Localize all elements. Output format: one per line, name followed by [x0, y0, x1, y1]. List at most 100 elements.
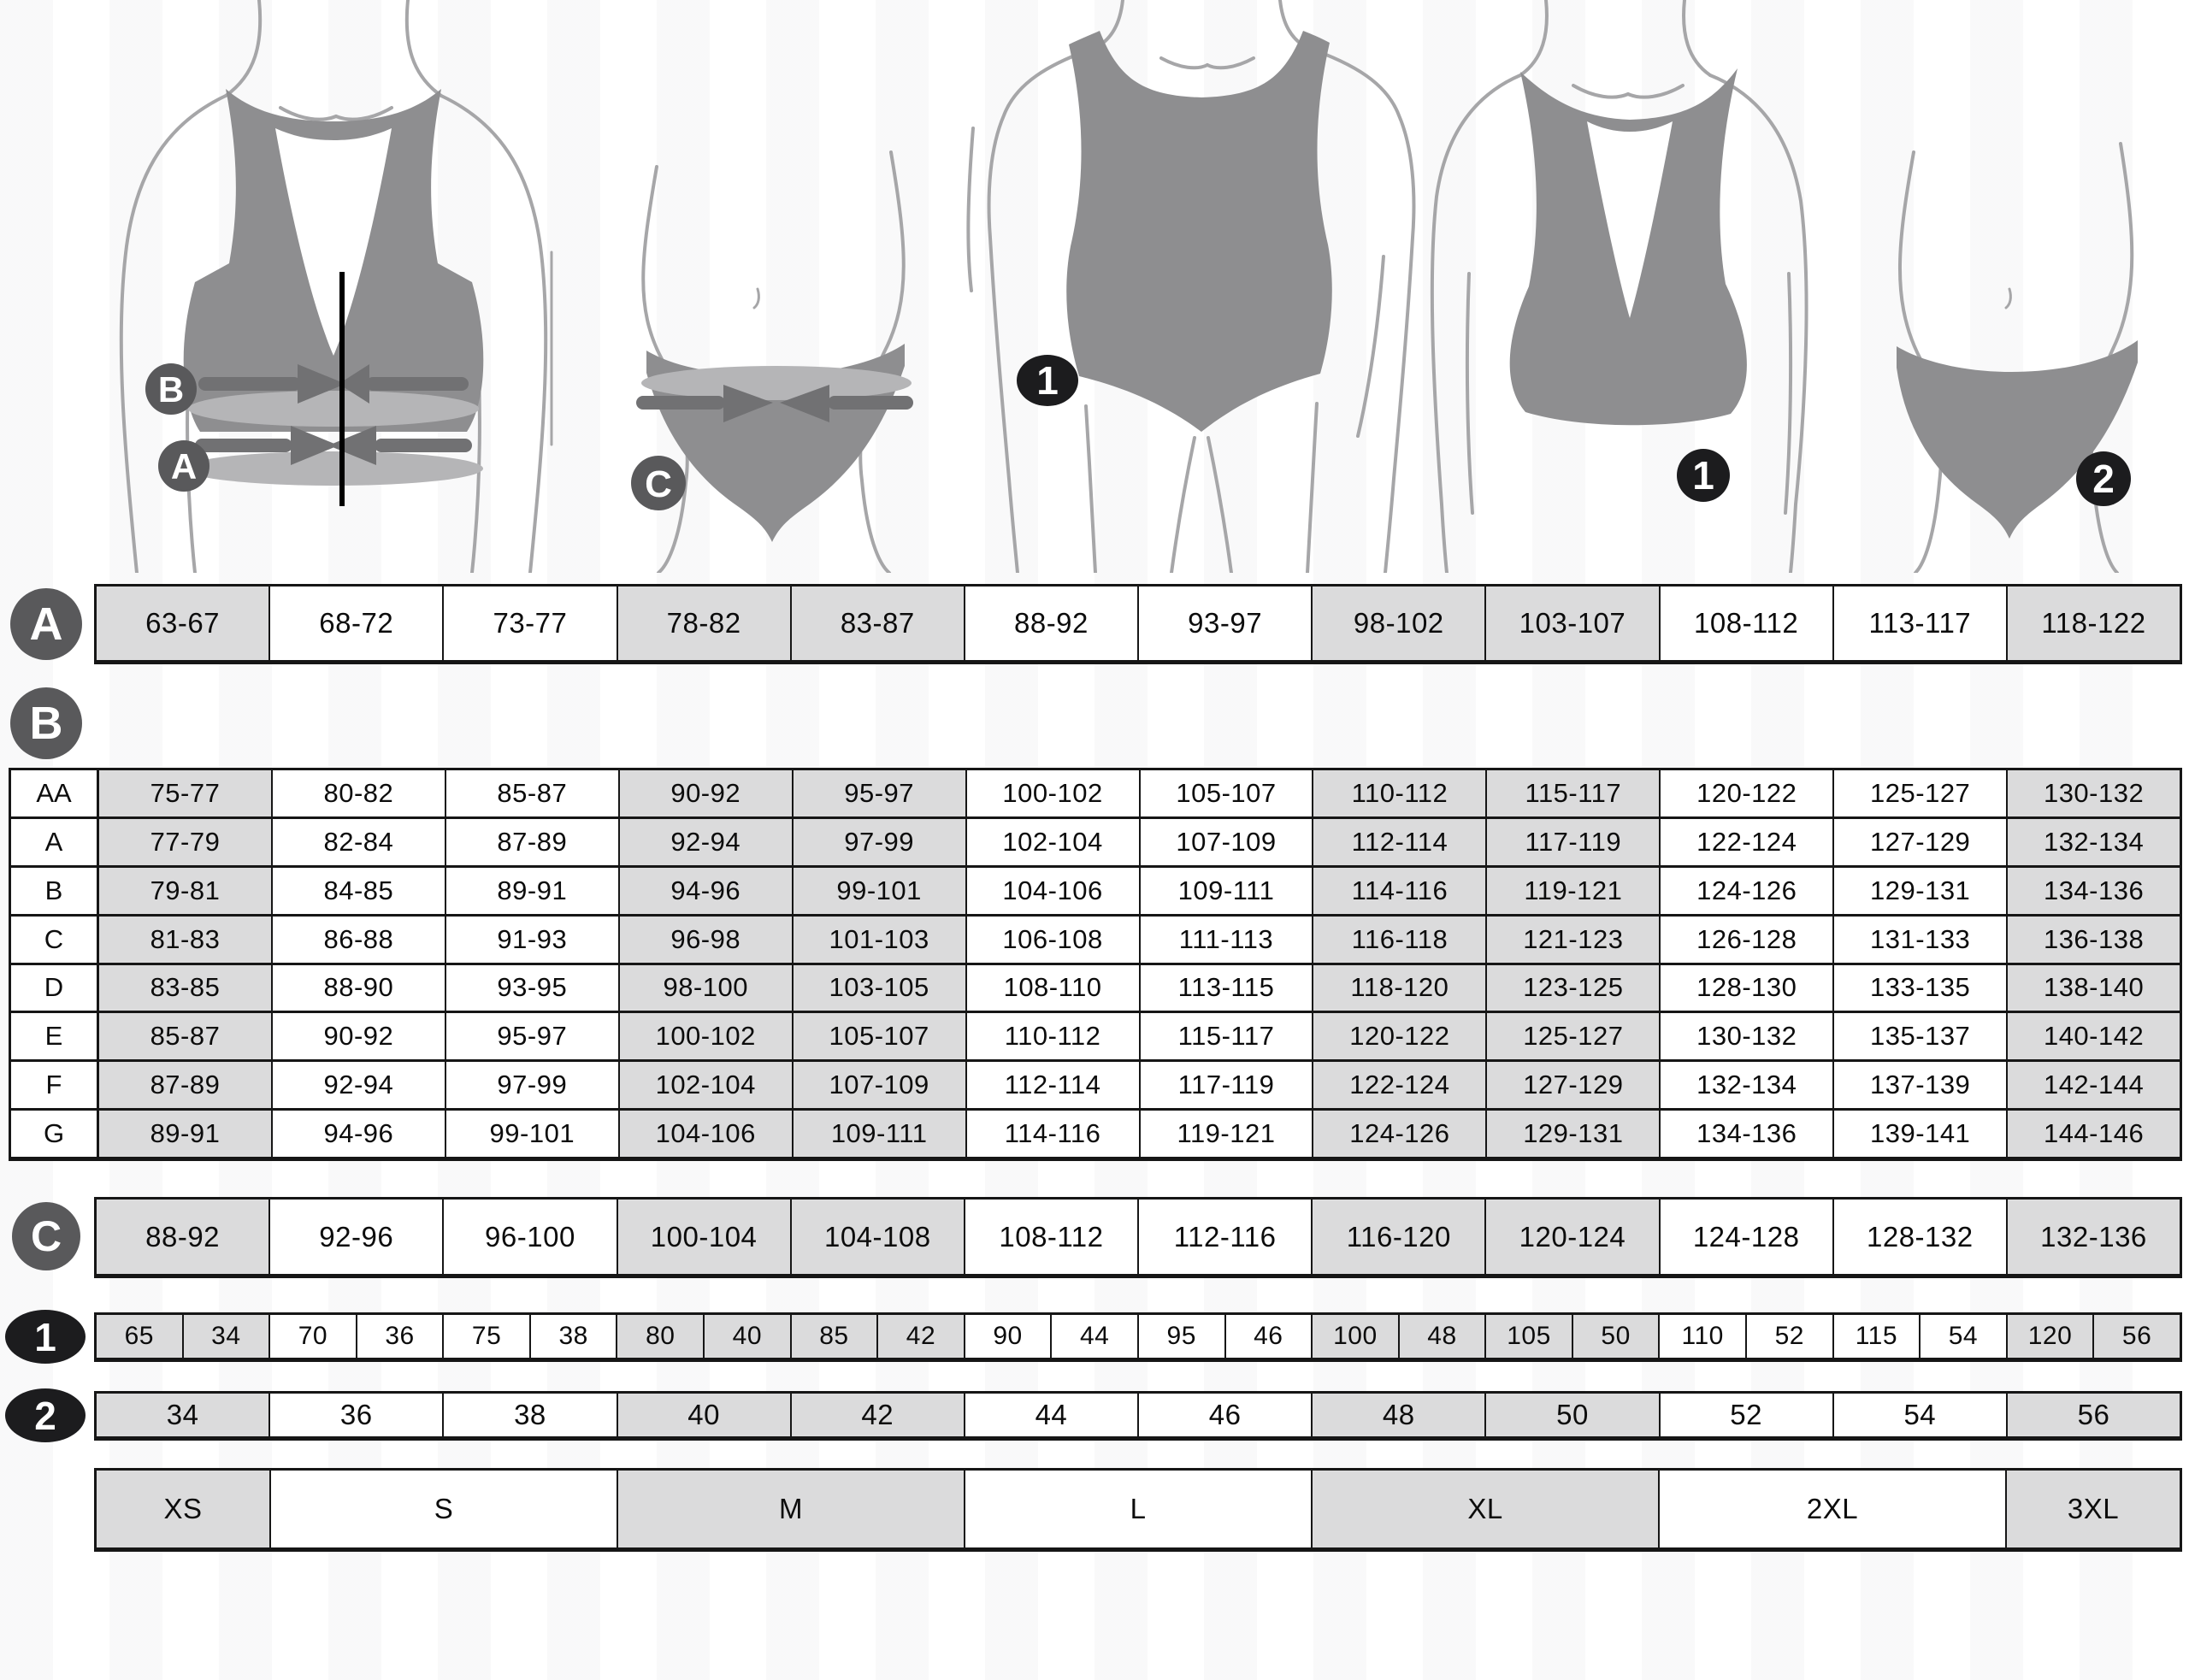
size-cell: XS	[97, 1471, 269, 1547]
size-cell: 136-138	[2006, 916, 2180, 963]
size-cell: 68-72	[268, 587, 442, 660]
bust-measure-icon: B	[10, 687, 82, 759]
size-cell: 100-104	[616, 1200, 790, 1274]
size-cell: 124-126	[1659, 867, 1832, 914]
size-cell: 52	[1744, 1315, 1832, 1358]
size-cell: 124-128	[1658, 1200, 1832, 1274]
hip-measure-icon: C	[12, 1202, 80, 1270]
cup-row-label: A	[11, 818, 97, 865]
bra-neckline	[275, 128, 392, 356]
size-cell: 63-67	[97, 587, 269, 660]
cup-row-label: E	[11, 1013, 97, 1060]
size-cell: 34	[97, 1394, 269, 1436]
bust-icon-letter: B	[29, 698, 63, 749]
size-cell: 97-99	[444, 1062, 618, 1109]
letter-size-row: XS S M L XL 2XL 3XL	[94, 1468, 2182, 1552]
size-cell: 95	[1136, 1315, 1224, 1358]
size-cell: 91-93	[444, 916, 618, 963]
size-cell: 38	[528, 1315, 617, 1358]
size-cell: L	[964, 1471, 1311, 1547]
size-cell: 94-96	[617, 867, 792, 914]
size-cell: 100-102	[617, 1013, 792, 1060]
size-cell: 90-92	[270, 1013, 445, 1060]
size-cell: 85-87	[97, 1013, 271, 1060]
size-cell: 3XL	[2005, 1471, 2180, 1547]
size-cell: 80-82	[270, 770, 445, 816]
size-cell: 138-140	[2006, 964, 2180, 1011]
size-cell: 122-124	[1312, 1062, 1486, 1109]
size-cell: 133-135	[1832, 964, 2006, 1011]
size-cell: 36	[268, 1394, 442, 1436]
size-cell: 48	[1311, 1394, 1485, 1436]
size-cell: 36	[355, 1315, 443, 1358]
size-cell: 132-136	[2005, 1200, 2180, 1274]
size-cell: 92-96	[268, 1200, 442, 1274]
underbust-range-row: 63-67 68-72 73-77 78-82 83-87 88-92 93-97 98-10…	[94, 584, 2182, 664]
size-cell: 98-100	[617, 964, 792, 1011]
size-cell: 120-124	[1484, 1200, 1659, 1274]
size-cell: 52	[1658, 1394, 1832, 1436]
size-cell: 108-112	[963, 1200, 1137, 1274]
size-cell: 121-123	[1485, 916, 1660, 963]
size-cell: 103-105	[791, 964, 965, 1011]
cup-row-label: F	[11, 1062, 97, 1109]
size-cell: 110-112	[1312, 770, 1486, 816]
size-cell: 97-99	[791, 818, 965, 865]
size-cell: 54	[1832, 1394, 2006, 1436]
size-cell: 83-87	[789, 587, 964, 660]
panty-garment	[1897, 340, 2138, 539]
size-cell: 89-91	[444, 867, 618, 914]
size-cell: 144-146	[2006, 1111, 2180, 1157]
cup-table-row: E 85-87 90-92 95-97 100-102 105-107 110-112 115…	[11, 1011, 2180, 1060]
size-cell: 117-119	[1138, 1062, 1313, 1109]
size-cell: 126-128	[1659, 916, 1832, 963]
cup-row-label: G	[11, 1111, 97, 1157]
cup-row-label: C	[11, 916, 97, 963]
figure-swimsuit: 1	[983, 0, 1419, 573]
size-cell: 100	[1311, 1315, 1398, 1358]
bra-size-icon-number: 1	[34, 1314, 56, 1359]
size-cell: 132-134	[1659, 1062, 1832, 1109]
size-cell: 92-94	[270, 1062, 445, 1109]
size-cell: 94-96	[270, 1111, 445, 1157]
size-cell: 95-97	[791, 770, 965, 816]
panty-size-row: 34 36 38 40 42 44 46 48 50 52 54 56	[94, 1391, 2182, 1441]
cup-table-row: F 87-89 92-94 97-99 102-104 107-109 112-114 117…	[11, 1059, 2180, 1109]
size-cell: 54	[1919, 1315, 2006, 1358]
size-cell: 110	[1658, 1315, 1745, 1358]
size-cell: 105	[1484, 1315, 1572, 1358]
badge-a-underbust: A	[158, 440, 209, 492]
size-cell: 117-119	[1485, 818, 1660, 865]
size-cell: 88-92	[97, 1200, 269, 1274]
svg-text:1: 1	[1036, 358, 1059, 403]
size-cell: 99-101	[444, 1111, 618, 1157]
size-cell: 135-137	[1832, 1013, 2006, 1060]
size-cell: 118-120	[1312, 964, 1486, 1011]
size-cell: 104-106	[965, 867, 1139, 914]
size-cell: 127-129	[1485, 1062, 1660, 1109]
size-cell: 96-98	[617, 916, 792, 963]
size-cell: 129-131	[1832, 867, 2006, 914]
size-cell: 119-121	[1138, 1111, 1313, 1157]
size-cell: 134-136	[1659, 1111, 1832, 1157]
size-cell: 132-134	[2006, 818, 2180, 865]
size-cell: 105-107	[1138, 770, 1313, 816]
size-cell: 81-83	[97, 916, 271, 963]
size-cell: 110-112	[965, 1013, 1139, 1060]
size-cell: 125-127	[1485, 1013, 1660, 1060]
svg-text:2: 2	[2092, 457, 2115, 501]
size-cell: 106-108	[965, 916, 1139, 963]
size-cell: 102-104	[617, 1062, 792, 1109]
size-cell: 2XL	[1658, 1471, 2005, 1547]
size-cell: 107-109	[791, 1062, 965, 1109]
size-cell: 112-114	[965, 1062, 1139, 1109]
size-cell: 85	[789, 1315, 877, 1358]
size-cell: XL	[1311, 1471, 1658, 1547]
badge-b-bust: B	[145, 363, 197, 415]
size-cell: 42	[876, 1315, 964, 1358]
size-cell: 38	[442, 1394, 616, 1436]
cup-size-table: AA 75-77 80-82 85-87 90-92 95-97 100-102 105-10…	[9, 768, 2182, 1161]
size-cell: 131-133	[1832, 916, 2006, 963]
svg-text:C: C	[645, 463, 672, 505]
size-cell: 130-132	[1659, 1013, 1832, 1060]
